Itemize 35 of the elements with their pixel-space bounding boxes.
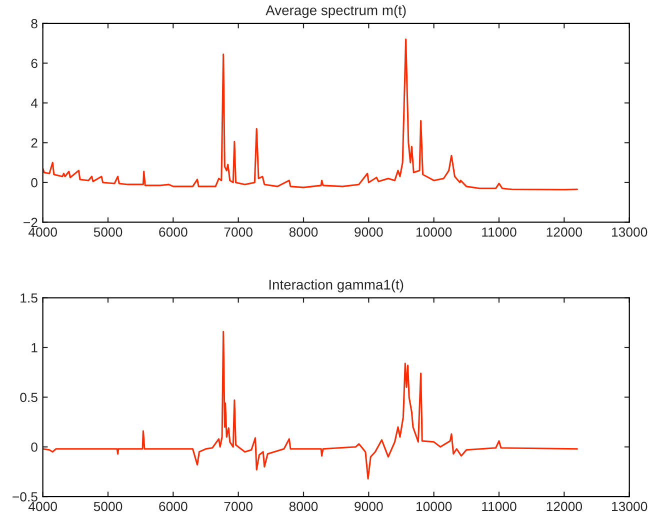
y-tick-label: 0 <box>31 178 38 188</box>
x-tick-label: 5000 <box>94 227 122 237</box>
line-series <box>42 38 578 190</box>
y-tick-label: −0.5 <box>12 492 38 502</box>
y-tick-label: 0 <box>31 442 38 452</box>
y-tick-label: 1 <box>32 343 38 352</box>
x-tick-label: 7000 <box>224 227 252 237</box>
x-tick-label: 13000 <box>612 502 648 512</box>
x-tick-label: 10000 <box>416 227 452 237</box>
y-tick-label: 1.5 <box>20 293 38 303</box>
x-tick-label: 9000 <box>354 502 383 512</box>
x-tick-label: 4000 <box>28 227 57 237</box>
x-tick-label: 6000 <box>159 227 188 237</box>
x-tick-label: 11000 <box>482 502 516 512</box>
x-tick-label: 7000 <box>224 502 252 512</box>
y-tick-label: 2 <box>31 138 38 148</box>
line-series <box>42 330 578 480</box>
x-tick-label: 8000 <box>289 502 318 512</box>
x-tick-label: 12000 <box>546 227 582 237</box>
x-tick-label: 8000 <box>289 227 318 237</box>
x-tick-label: 9000 <box>354 227 383 237</box>
y-tick-label: −2 <box>24 218 38 228</box>
x-tick-label: 6000 <box>159 502 188 512</box>
x-tick-label: 5000 <box>94 502 122 512</box>
x-tick-label: 13000 <box>612 227 648 237</box>
x-tick-label: 12000 <box>546 502 582 512</box>
x-tick-label: 10000 <box>416 502 452 512</box>
y-tick-label: 6 <box>31 58 38 68</box>
y-tick-label: 4 <box>30 98 38 108</box>
x-tick-label: 4000 <box>28 502 57 512</box>
y-tick-label: 0.5 <box>20 392 38 402</box>
y-tick-label: 8 <box>31 18 38 28</box>
x-tick-label: 11000 <box>482 227 516 237</box>
chart-title: Average spectrum m(t) <box>266 5 406 18</box>
chart-title: Interaction gamma1(t) <box>269 279 404 292</box>
